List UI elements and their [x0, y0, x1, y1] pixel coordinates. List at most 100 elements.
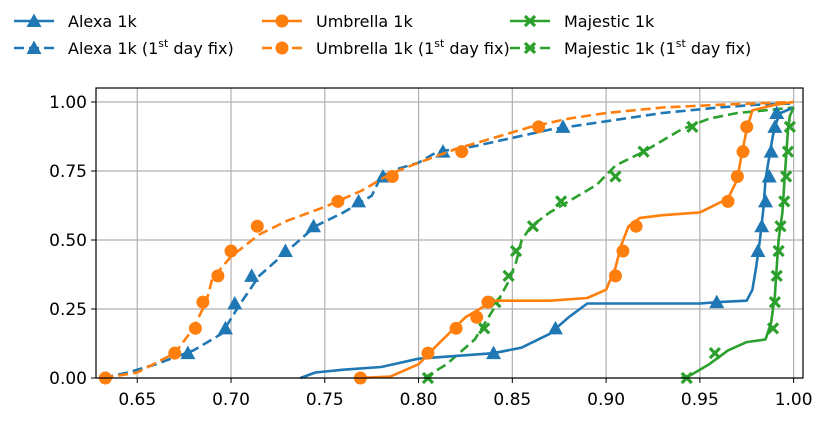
- data-point: [766, 322, 780, 335]
- data-point: [555, 119, 571, 133]
- x-tick-label: 0.90: [587, 390, 625, 410]
- axis-ticks: 0.65 0.70 0.75 0.80 0.85 0.90 0.95 1.00 0.00 0.25…: [49, 93, 812, 410]
- x-tick-label: 0.75: [306, 390, 344, 410]
- series-alexa-1k: [299, 105, 795, 380]
- data-point: [554, 195, 568, 208]
- data-point: [168, 346, 182, 360]
- data-point: [779, 170, 793, 183]
- legend-swatch-marker: [275, 14, 289, 28]
- data-point: [629, 219, 643, 233]
- data-point: [730, 170, 744, 184]
- data-point: [244, 268, 260, 282]
- series-line: [103, 102, 794, 380]
- legend-swatch-marker: [523, 41, 537, 55]
- legend-label: Alexa 1k: [68, 12, 137, 31]
- data-point: [709, 294, 725, 309]
- data-point: [772, 244, 785, 258]
- y-tick-label: 1.00: [49, 93, 87, 113]
- legend-label: Majestic 1k (1st day fix): [564, 37, 751, 58]
- data-point: [768, 295, 782, 309]
- data-point: [754, 218, 770, 233]
- legend-entry: Majestic 1k (1st day fix): [510, 37, 751, 58]
- y-tick-label: 0.00: [49, 369, 87, 389]
- series-line: [680, 106, 795, 380]
- data-point: [196, 295, 210, 309]
- series-alexa-1k-1st-day-fix-: [103, 102, 794, 380]
- y-tick-label: 0.25: [49, 300, 87, 320]
- data-point: [774, 220, 787, 233]
- legend: Alexa 1k Umbrella 1k Majestic 1k Alexa 1k (…: [14, 12, 751, 58]
- data-point: [761, 169, 777, 183]
- data-point: [608, 269, 622, 283]
- data-point: [502, 269, 515, 283]
- data-point: [750, 243, 766, 258]
- x-tick-label: 0.95: [681, 390, 719, 410]
- data-point: [481, 295, 495, 309]
- data-point: [781, 145, 795, 158]
- legend-label: Umbrella 1k: [316, 12, 413, 31]
- data-point: [763, 144, 779, 158]
- legend-entry: Majestic 1k: [510, 12, 655, 31]
- data-point: [351, 193, 367, 208]
- legend-label: Umbrella 1k (1st day fix): [316, 37, 510, 58]
- data-point: [385, 170, 399, 184]
- x-tick-label: 0.85: [493, 390, 531, 410]
- data-point: [331, 194, 345, 208]
- data-point: [227, 295, 243, 310]
- legend-swatch-marker: [523, 14, 537, 28]
- data-point: [449, 321, 463, 335]
- legend-swatch-marker: [26, 40, 42, 54]
- data-point: [250, 219, 264, 233]
- data-point: [421, 346, 435, 360]
- legend-swatch-marker: [26, 13, 42, 27]
- data-point: [532, 120, 546, 134]
- data-point: [478, 322, 491, 335]
- y-tick-label: 0.50: [49, 231, 87, 251]
- series-layer: [98, 100, 797, 385]
- y-tick-label: 0.75: [49, 162, 87, 182]
- data-point: [708, 347, 721, 360]
- data-point: [306, 218, 322, 233]
- data-point: [526, 220, 540, 233]
- data-point: [736, 145, 750, 159]
- series-line: [423, 106, 794, 380]
- data-point: [778, 195, 791, 208]
- series-umbrella-1k-1st-day-fix-: [98, 100, 794, 385]
- data-point: [217, 320, 233, 335]
- data-point: [277, 243, 293, 258]
- data-point: [188, 321, 202, 335]
- data-point: [547, 320, 563, 335]
- series-line: [103, 100, 794, 380]
- data-point: [767, 119, 783, 133]
- data-point: [609, 170, 622, 183]
- legend-label: Majestic 1k: [564, 12, 655, 31]
- series-line: [299, 106, 795, 380]
- x-tick-label: 0.65: [118, 390, 156, 410]
- data-point: [509, 244, 523, 258]
- x-tick-label: 0.80: [400, 390, 438, 410]
- legend-swatch-marker: [275, 41, 289, 55]
- data-point: [180, 345, 196, 360]
- data-point: [211, 269, 225, 283]
- data-point: [721, 194, 735, 208]
- data-point: [616, 244, 630, 258]
- x-tick-label: 1.00: [775, 390, 813, 410]
- legend-entry: Alexa 1k: [14, 12, 137, 31]
- data-point: [455, 145, 469, 159]
- plot-frame: [95, 87, 804, 379]
- data-point: [757, 193, 773, 208]
- legend-entry: Alexa 1k (1st day fix): [14, 37, 234, 58]
- data-point: [686, 120, 699, 133]
- data-point: [769, 105, 785, 120]
- data-point: [470, 310, 484, 324]
- data-point: [740, 120, 754, 134]
- series-umbrella-1k: [353, 100, 794, 385]
- data-point: [637, 145, 650, 158]
- data-point: [486, 345, 502, 360]
- data-point: [783, 120, 797, 133]
- data-point: [224, 244, 238, 258]
- data-point: [770, 269, 783, 283]
- x-tick-label: 0.70: [212, 390, 250, 410]
- legend-label: Alexa 1k (1st day fix): [68, 37, 234, 58]
